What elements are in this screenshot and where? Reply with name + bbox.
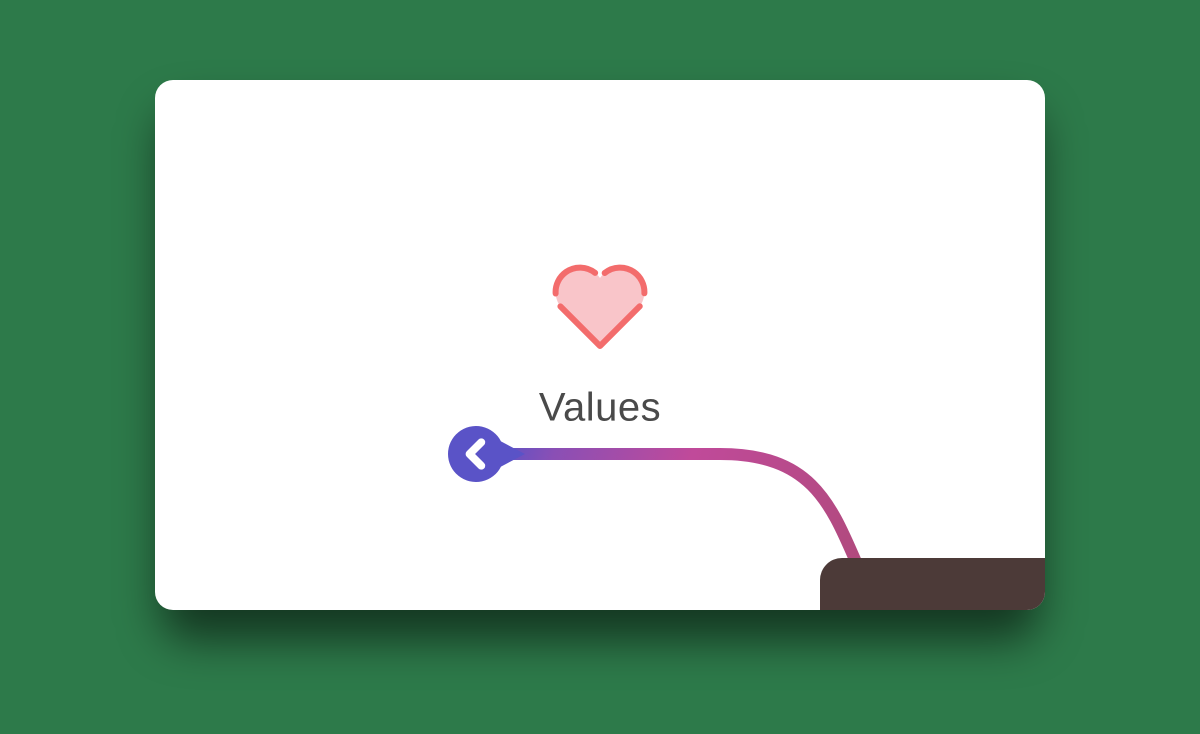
heart-icon <box>548 260 652 352</box>
back-node[interactable] <box>442 420 548 488</box>
card: Values <box>155 80 1045 610</box>
stage: Values <box>0 0 1200 734</box>
values-label: Values <box>539 386 661 431</box>
corner-block <box>820 558 1045 610</box>
